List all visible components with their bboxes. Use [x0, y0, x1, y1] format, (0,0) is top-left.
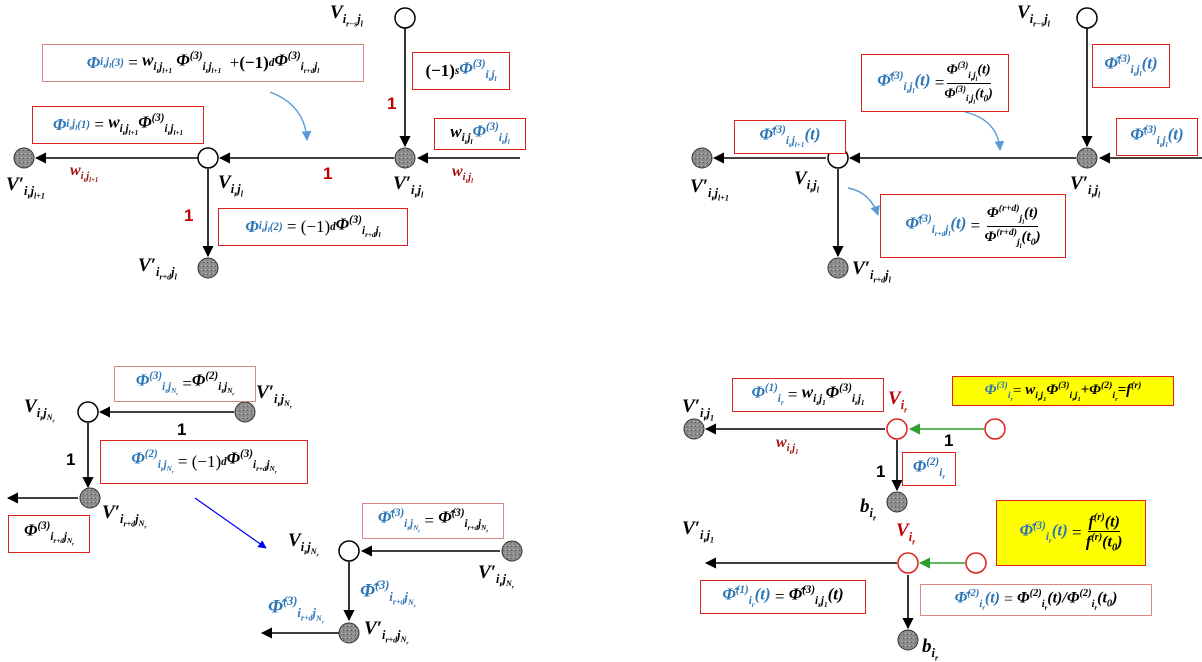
node-b-bottom — [897, 629, 919, 651]
panel-b-node-right-label: V′irjl — [1070, 173, 1101, 200]
panel-a-node-right-label: V′irjl — [393, 173, 424, 200]
panel-c-node2-right-label: V′irjNr — [478, 562, 514, 591]
panel-d-node-left-bottom-label: V′irj1 — [682, 518, 715, 545]
panel-b-node-bottom-label: V′ir+djl — [852, 258, 891, 285]
panel-d-w: wirj1 — [776, 434, 799, 457]
node-bottom — [827, 257, 849, 279]
panel-d-node-b-bottom-label: bir — [922, 636, 939, 662]
panel-d-node-v-bottom-label: Vir — [896, 520, 916, 547]
panel-b-box-ratio: Φ̂(3)irjl(t) = Φ(3)irjl(t) Φ(3)irjl(t0) — [861, 54, 1009, 112]
node-left — [691, 147, 713, 169]
curved-pointer-bottom — [847, 187, 880, 216]
panel-a-edge-top-weight: 1 — [387, 94, 397, 113]
panel-c-node2-bottom-label: V′ir+djNr — [364, 618, 409, 647]
panel-d-box-hat-phi2: Φ̂(2)ir(t) = Φ(2)ir(t)/Φ(2)ir(t0) — [920, 584, 1152, 616]
panel-b-box-top-right: Φ̂(3)irjl(t) — [1092, 44, 1170, 88]
curved-pointer-top — [964, 111, 1005, 151]
node-right — [234, 401, 256, 423]
node-v-top — [886, 418, 908, 440]
node-source-top — [984, 418, 1006, 440]
panel-d-edge-v-weight: 1 — [876, 462, 886, 481]
panel-a-node-left-label: V′irjl+1 — [6, 174, 45, 201]
panel-a-w-right: wirjl — [452, 163, 473, 186]
panel-a-edge-mid-weight: 1 — [323, 164, 333, 183]
panel-b-box-bottom: Φ̂(3)ir+djl(t) = Φ(r+d)jl(t) Φ(r+d)jl(t0… — [880, 194, 1066, 258]
node-center — [197, 147, 219, 169]
node-right — [1076, 147, 1098, 169]
node-top — [77, 401, 99, 423]
panel-a-box-right: wirjl Φ(3)irjl — [434, 118, 526, 150]
panel-c-node-bottom-label: V′ir+djNr — [102, 502, 147, 531]
node-left-top — [683, 418, 705, 440]
node2-center — [338, 540, 360, 562]
node-b-top — [886, 491, 908, 513]
panel-a-w-left: wirjl+1 — [70, 162, 99, 185]
panel-d-node-b-top-label: bir — [860, 496, 877, 523]
panel-c-hat-right: Φ̂(3)ir+djNr — [360, 578, 416, 610]
panel-d-box-ratio-highlight: Φ̂(3)ir(t) = f(r)(t) f(r)(t0) — [996, 500, 1146, 566]
panel-c-box-phi3: Φ(3)irjNr = Φ(2)irjNr — [114, 366, 256, 402]
node-left — [13, 147, 35, 169]
panel-d-edge-h-weight: 1 — [944, 431, 954, 450]
panel-b-box-right: Φ̂(3)irjl(t) — [1116, 118, 1198, 156]
panel-d-node-left-top-label: V′irj1 — [682, 396, 715, 423]
curved-pointer — [269, 91, 312, 141]
panel-c-box-left: Φ(3)ir+djNr — [8, 515, 90, 553]
panel-d-box-hat-phi1: Φ̂(1)ir(t) = Φ̂(3)irj1(t) — [700, 580, 866, 614]
node-top — [1076, 7, 1098, 29]
blue-transition-arrow — [194, 497, 267, 549]
panel-c-hat-left: Φ̂(3)ir+djNr — [268, 594, 324, 626]
panel-a-node-bottom-label: V′ir+djl — [138, 255, 177, 282]
panel-c-node-right-label: V′irjNr — [256, 382, 292, 411]
panel-c-edge-v-weight: 1 — [66, 450, 76, 469]
node-top — [394, 7, 416, 29]
panel-d-box-phi2: Φ(2)ir — [902, 452, 956, 486]
node-bottom — [79, 487, 101, 509]
panel-b-box-left: Φ̂(3)irjl+1(t) — [734, 120, 846, 154]
panel-a-node-center-label: Virjl — [218, 172, 243, 199]
panel-a-edge-down-weight: 1 — [184, 206, 194, 225]
panel-a — [13, 7, 520, 279]
node2-right — [501, 540, 523, 562]
panel-b — [691, 7, 1202, 279]
panel-b-node-left-label: V′irjl+1 — [690, 176, 729, 203]
panel-a-node-top-label: Vir−sjl — [330, 2, 363, 29]
panel-c-node-top-label: VirjNr — [24, 396, 55, 425]
node-source-bottom — [965, 552, 987, 574]
panel-d-node-v-top-label: Vir — [888, 388, 908, 415]
panel-b-node-center-label: Virjl — [794, 168, 819, 195]
panel-a-box-top-right: (−1) s Φ(3)irjl — [412, 52, 510, 90]
node-right — [394, 147, 416, 169]
panel-c — [6, 401, 523, 644]
node-bottom — [197, 257, 219, 279]
panel-c-node2-center-label: VirjNr — [288, 530, 319, 559]
panel-d — [683, 418, 1006, 651]
panel-c-edge-h-weight: 1 — [177, 420, 187, 439]
panel-c-box-phi2: Φ(2)irjNr = (−1) d Φ(3)ir+djNr — [100, 440, 308, 484]
panel-b-node-top-label: Vir−sjl — [1017, 2, 1050, 29]
node2-bottom — [338, 622, 360, 644]
node-v-bottom — [897, 552, 919, 574]
panel-d-box-phi1: Φ(1)ir = wirj1Φ(3)irj1 — [732, 378, 884, 412]
panel-c-box-hat: Φ̂(3)irjNr = Φ̂(3)ir+djNr — [362, 503, 504, 539]
panel-d-box-phi3-highlight: Φ(3)ir = wirj1Φ(3)irj1+Φ(2)ir=f(r) — [952, 376, 1174, 406]
